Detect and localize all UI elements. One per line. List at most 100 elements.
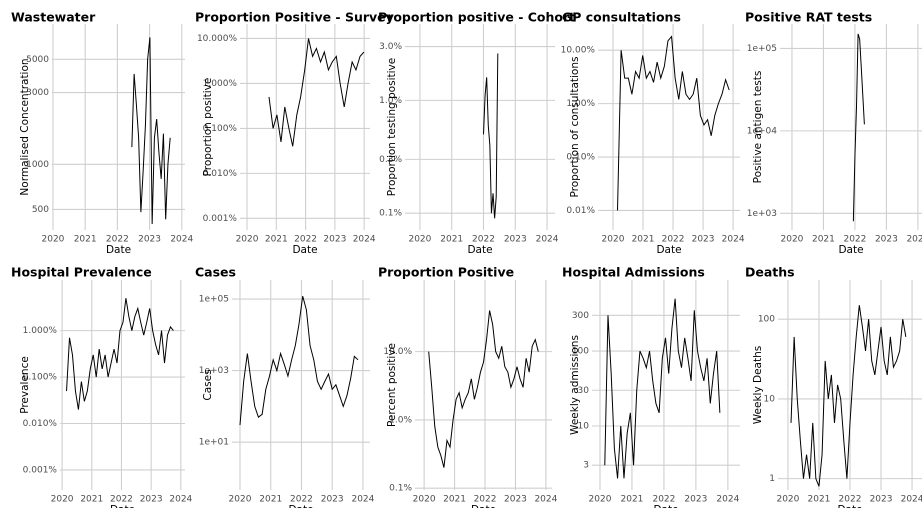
x-axis-label: Date: [467, 244, 492, 256]
y-tick-label: 5000: [26, 55, 49, 65]
y-axis-label: Prevalence: [19, 356, 31, 414]
panel: Hospital Prevalence 0.001% 0.010% 0.100% 1.0…: [11, 265, 193, 508]
x-tick-label: 2023: [875, 235, 898, 245]
x-axis-label: Date: [292, 244, 317, 256]
panel-title: Cases: [195, 265, 236, 280]
x-tick-label: 2020: [229, 495, 252, 505]
x-tick-label: 2020: [781, 235, 804, 245]
x-tick-label: 2024: [170, 235, 193, 245]
panel: Proportion Positive - Survey 0.001% 0.010%…: [195, 10, 394, 257]
y-tick-label: 1.00%: [566, 99, 595, 109]
panel-title: Proportion Positive - Survey: [195, 10, 394, 25]
data-line: [852, 33, 865, 222]
y-tick-label: 10.00%: [561, 46, 596, 56]
y-tick-label: 100: [758, 315, 775, 325]
x-tick-label: 2023: [870, 495, 893, 505]
x-tick-label: 2020: [51, 495, 74, 505]
x-tick-label: 2022: [662, 235, 685, 245]
y-tick-label: 3: [583, 461, 589, 471]
x-tick-label: 2022: [474, 495, 497, 505]
x-axis-label: Date: [106, 244, 131, 256]
x-tick-label: 2020: [776, 495, 799, 505]
x-tick-label: 2021: [74, 235, 97, 245]
y-tick-label: 1.000%: [23, 326, 58, 336]
data-line: [428, 310, 539, 468]
data-line: [790, 305, 907, 487]
panel-title: Hospital Admissions: [562, 265, 705, 280]
x-tick-label: 2023: [504, 235, 527, 245]
x-axis-label: Date: [471, 504, 496, 508]
y-tick-label: 10.0%: [383, 347, 412, 357]
x-axis-label: Date: [653, 504, 678, 508]
x-axis-label: Date: [288, 504, 313, 508]
data-line: [483, 53, 499, 219]
y-tick-label: 1e+05: [747, 44, 777, 54]
y-tick-label: 1e+01: [199, 438, 229, 448]
x-tick-label: 2022: [106, 235, 129, 245]
x-tick-label: 2021: [259, 495, 282, 505]
data-line: [268, 38, 365, 147]
y-tick-label: 100: [572, 347, 589, 357]
x-tick-label: 2020: [589, 495, 612, 505]
y-tick-label: 1.0%: [379, 96, 402, 106]
y-axis-label: Positive antigen tests: [752, 71, 764, 184]
y-tick-label: 3.0%: [379, 42, 402, 52]
y-tick-label: 0.100%: [203, 124, 238, 134]
x-tick-label: 2021: [632, 235, 655, 245]
x-tick-label: 2021: [808, 495, 831, 505]
data-line: [617, 35, 730, 211]
x-tick-label: 2023: [684, 495, 707, 505]
x-tick-label: 2024: [351, 495, 374, 505]
y-tick-label: 0.1%: [389, 484, 412, 494]
y-tick-label: 1.0%: [389, 415, 412, 425]
panel-title: GP consultations: [562, 10, 681, 25]
data-line: [131, 37, 171, 225]
y-tick-label: 0.100%: [23, 373, 58, 383]
y-tick-label: 0.010%: [203, 169, 238, 179]
y-tick-label: 0.01%: [566, 206, 595, 216]
y-tick-label: 1e+04: [747, 126, 778, 136]
x-axis-label: Date: [110, 504, 135, 508]
x-tick-label: 2020: [42, 235, 65, 245]
y-tick-label: 0.001%: [203, 214, 238, 224]
x-tick-label: 2023: [138, 235, 161, 245]
y-tick-label: 1: [769, 474, 775, 484]
y-tick-label: 1.000%: [203, 79, 238, 89]
y-axis-label: Proportion testing positive: [386, 58, 398, 196]
x-tick-label: 2024: [169, 495, 192, 505]
x-axis-label: Date: [838, 244, 863, 256]
x-tick-label: 2022: [843, 235, 866, 245]
data-line: [66, 298, 174, 410]
y-axis-label: Proportion of consultations: [569, 56, 581, 197]
y-tick-label: 1000: [26, 160, 49, 170]
x-tick-label: 2023: [504, 495, 527, 505]
y-axis-label: Normalised Concentration: [19, 58, 31, 195]
x-tick-label: 2020: [236, 235, 259, 245]
x-axis-label: Date: [837, 504, 862, 508]
x-tick-label: 2020: [413, 495, 436, 505]
x-tick-label: 2024: [536, 235, 559, 245]
y-axis-label: Weekly admissions: [569, 335, 581, 435]
panel: Proportion positive - Cohort 0.1% 0.3% 1.0%…: [378, 10, 575, 257]
x-tick-label: 2020: [602, 235, 625, 245]
x-tick-label: 2022: [652, 495, 675, 505]
x-tick-label: 2023: [140, 495, 163, 505]
x-tick-label: 2021: [443, 495, 466, 505]
y-axis-label: Cases: [202, 369, 214, 400]
x-tick-label: 2024: [353, 235, 376, 245]
x-tick-label: 2022: [839, 495, 862, 505]
x-tick-label: 2023: [321, 495, 344, 505]
x-tick-label: 2024: [901, 495, 922, 505]
y-tick-label: 30: [578, 386, 590, 396]
y-tick-label: 0.10%: [566, 153, 595, 163]
y-tick-label: 0.001%: [23, 465, 58, 475]
x-tick-label: 2021: [80, 495, 103, 505]
panel-title: Deaths: [745, 265, 795, 280]
x-tick-label: 2020: [408, 235, 431, 245]
y-tick-label: 1e+03: [747, 209, 777, 219]
y-tick-label: 0.010%: [23, 419, 58, 429]
x-tick-label: 2021: [621, 495, 644, 505]
x-tick-label: 2023: [323, 235, 346, 245]
data-line: [239, 296, 359, 426]
